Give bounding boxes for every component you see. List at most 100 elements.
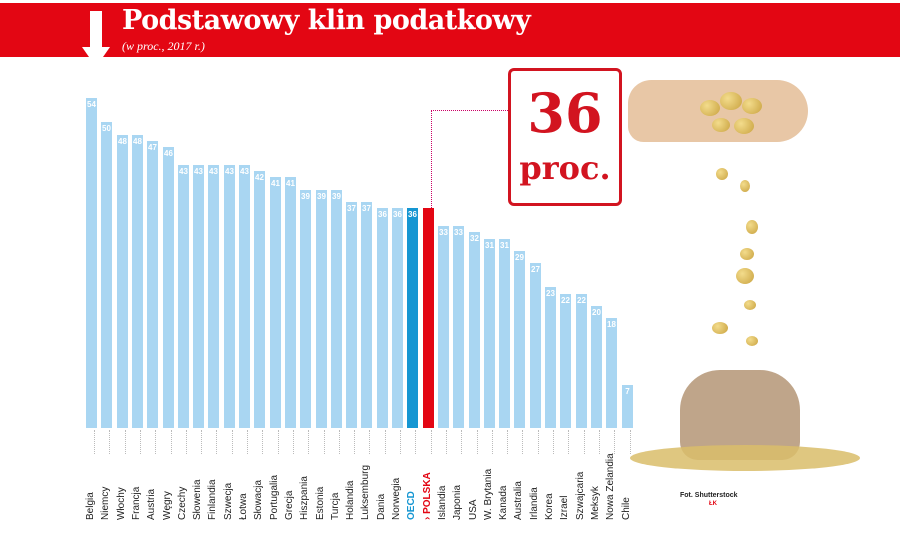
category-label: Turcja [330,492,341,520]
category-label: Kanada [498,485,509,520]
bar [392,208,403,428]
category-label: Szwajcaria [575,471,586,520]
category-label: Luksemburg [360,464,371,520]
bar-value-label: 29 [515,253,524,262]
bar [438,226,449,428]
bar-value-label: 39 [301,192,310,201]
category-label: Francja [131,486,142,520]
bar [346,202,357,428]
bar-value-label: 22 [561,296,570,305]
leader-line [431,110,432,208]
leader-dotted-line [94,430,95,454]
bar [530,263,541,428]
bar [239,165,250,428]
leader-dotted-line [431,430,432,454]
bar-value-label: 7 [625,387,630,396]
bar [86,98,97,428]
bar-value-label: 37 [362,204,371,213]
bar [254,171,265,428]
leader-dotted-line [155,430,156,454]
category-label: Chile [621,497,632,520]
bar [484,239,495,428]
bar [117,135,128,428]
bar-value-label: 39 [332,192,341,201]
leader-dotted-line [125,430,126,454]
author-badge: ŁK [709,501,717,507]
category-label: Holandia [345,480,356,520]
bar [407,208,418,428]
leader-dotted-line [201,430,202,454]
leader-dotted-line [247,430,248,454]
bar [300,190,311,428]
category-label: Japonia [452,484,463,520]
leader-dotted-line [186,430,187,454]
bar [499,239,510,428]
down-arrow-icon [82,11,110,67]
leader-dotted-line [232,430,233,454]
bar-value-label: 48 [133,137,142,146]
leader-dotted-line [630,430,631,454]
category-label: Belgia [85,492,96,520]
bar-value-label: 20 [592,308,601,317]
leader-dotted-line [492,430,493,454]
bar [469,232,480,428]
bar [101,122,112,428]
bar-value-label: 41 [286,179,295,188]
leader-dotted-line [216,430,217,454]
leader-dotted-line [446,430,447,454]
bar-value-label: 22 [577,296,586,305]
category-label: Portugalia [269,474,280,520]
leader-dotted-line [477,430,478,454]
bar-value-label: 39 [317,192,326,201]
category-label: Włochy [116,487,127,520]
leader-dotted-line [568,430,569,454]
bar-value-label: 46 [164,149,173,158]
bar-value-label: 31 [485,241,494,250]
bar [208,165,219,428]
bar [576,294,587,428]
chart-subtitle: (w proc., 2017 r.) [122,39,205,53]
category-label: Słowenia [192,479,203,520]
bar-value-label: 43 [209,167,218,176]
bar [132,135,143,428]
bar [423,208,434,428]
leader-dotted-line [293,430,294,454]
bar [622,385,633,428]
category-label: Australia [513,481,524,520]
category-label: Estonia [315,486,326,520]
polska-callout: 36 proc. [508,68,622,206]
leader-dotted-line [599,430,600,454]
category-label: Szwecja [223,482,234,520]
bar-value-label: 43 [240,167,249,176]
bar [270,177,281,428]
category-label: W. Brytania [483,468,494,520]
bar-value-label: 54 [87,100,96,109]
bar-value-label: 33 [439,228,448,237]
bar [545,287,556,428]
leader-dotted-line [614,430,615,454]
bar [453,226,464,428]
bar-value-label: 43 [225,167,234,176]
leader-dotted-line [262,430,263,454]
bar-value-label: 41 [271,179,280,188]
leader-dotted-line [400,430,401,454]
bar [193,165,204,428]
bar [178,165,189,428]
bar-value-label: 32 [470,234,479,243]
category-label: Irlandia [529,487,540,520]
leader-dotted-line [522,430,523,454]
bar-value-label: 36 [393,210,402,219]
bar [606,318,617,428]
leader-dotted-line [507,430,508,454]
category-label: Czechy [177,486,188,520]
leader-dotted-line [140,430,141,454]
chart-title: Podstawowy klin podatkowy [122,5,531,36]
category-label: Grecja [284,490,295,520]
leader-dotted-line [109,430,110,454]
bar [331,190,342,428]
category-label: › POLSKA [422,472,433,520]
leader-dotted-line [538,430,539,454]
category-label: Dania [376,493,387,520]
bar [147,141,158,428]
leader-dotted-line [553,430,554,454]
